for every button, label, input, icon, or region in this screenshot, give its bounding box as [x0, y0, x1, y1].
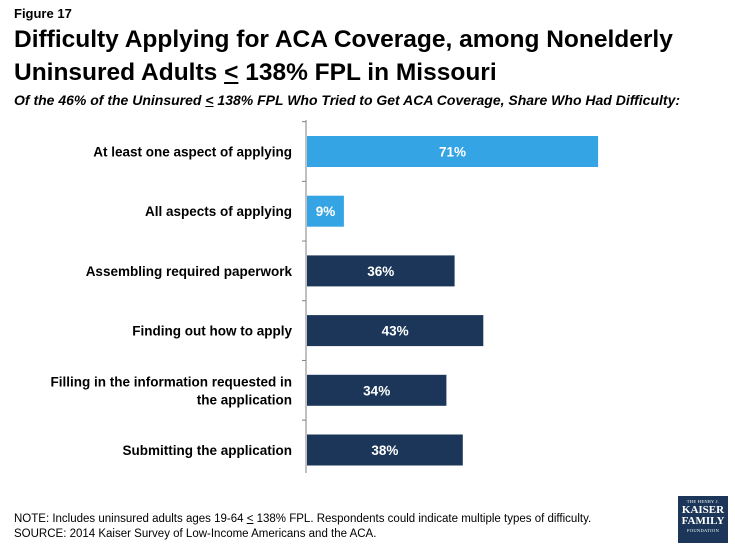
source-text: SOURCE: 2014 Kaiser Survey of Low-Income…	[14, 528, 377, 540]
data-label: 43%	[382, 324, 409, 339]
title-less-than-symbol: <	[224, 59, 239, 86]
logo-line4: FOUNDATION	[687, 528, 719, 533]
chart-title-line2: Uninsured Adults < 138% FPL in Missouri	[14, 56, 714, 89]
category-label: Submitting the application	[123, 443, 293, 458]
category-label-line: Filling in the information requested in	[50, 374, 292, 389]
title-text-pre: Uninsured Adults	[14, 59, 225, 86]
subtitle-text-pre: Of the 46% of the Uninsured	[14, 92, 206, 108]
logo-line2: KAISER	[681, 504, 725, 516]
title-text-post: 138% FPL in Missouri	[238, 59, 497, 86]
category-label: All aspects of applying	[145, 204, 292, 219]
subtitle-less-than-symbol: <	[205, 92, 214, 108]
logo-line1: THE HENRY J.	[686, 499, 720, 504]
category-label: At least one aspect of applying	[93, 145, 292, 160]
chart-subtitle: Of the 46% of the Uninsured < 138% FPL W…	[14, 92, 729, 108]
logo-line3: FAMILY	[681, 515, 725, 527]
category-label: Filling in the information requested in t…	[50, 374, 292, 407]
category-label-line: Assembling required paperwork	[86, 264, 293, 279]
note-text: NOTE: Includes uninsured adults ages 19-…	[14, 512, 654, 527]
kff-logo: THE HENRY J. KAISER FAMILY FOUNDATION	[678, 496, 728, 543]
category-label-line: All aspects of applying	[145, 204, 292, 219]
data-label: 36%	[367, 264, 394, 279]
figure-label: Figure 17	[14, 6, 72, 21]
chart-title-line1: Difficulty Applying for ACA Coverage, am…	[14, 26, 673, 53]
bar	[307, 255, 455, 287]
bar	[307, 315, 484, 347]
bar	[307, 374, 447, 406]
category-label: Assembling required paperwork	[86, 264, 293, 279]
data-label: 38%	[371, 443, 398, 458]
bar	[307, 434, 463, 466]
chart-title: Difficulty Applying for ACA Coverage, am…	[14, 23, 714, 89]
note-less-than-symbol: <	[246, 513, 254, 525]
category-label-line: the application	[197, 392, 292, 407]
category-label-line: Finding out how to apply	[132, 324, 292, 339]
footnote: NOTE: Includes uninsured adults ages 19-…	[14, 512, 654, 542]
data-label: 34%	[363, 383, 390, 398]
bar	[307, 136, 599, 167]
data-label: 71%	[439, 145, 466, 160]
category-label: Finding out how to apply	[132, 324, 292, 339]
subtitle-text-post: 138% FPL Who Tried to Get ACA Coverage, …	[213, 92, 681, 108]
category-label-line: At least one aspect of applying	[93, 145, 292, 160]
note-text-post: 138% FPL. Respondents could indicate mul…	[253, 513, 592, 525]
data-label: 9%	[316, 204, 336, 219]
note-text-pre: NOTE: Includes uninsured adults ages 19-…	[14, 513, 247, 525]
bar	[307, 195, 344, 227]
category-label-line: Submitting the application	[123, 443, 293, 458]
